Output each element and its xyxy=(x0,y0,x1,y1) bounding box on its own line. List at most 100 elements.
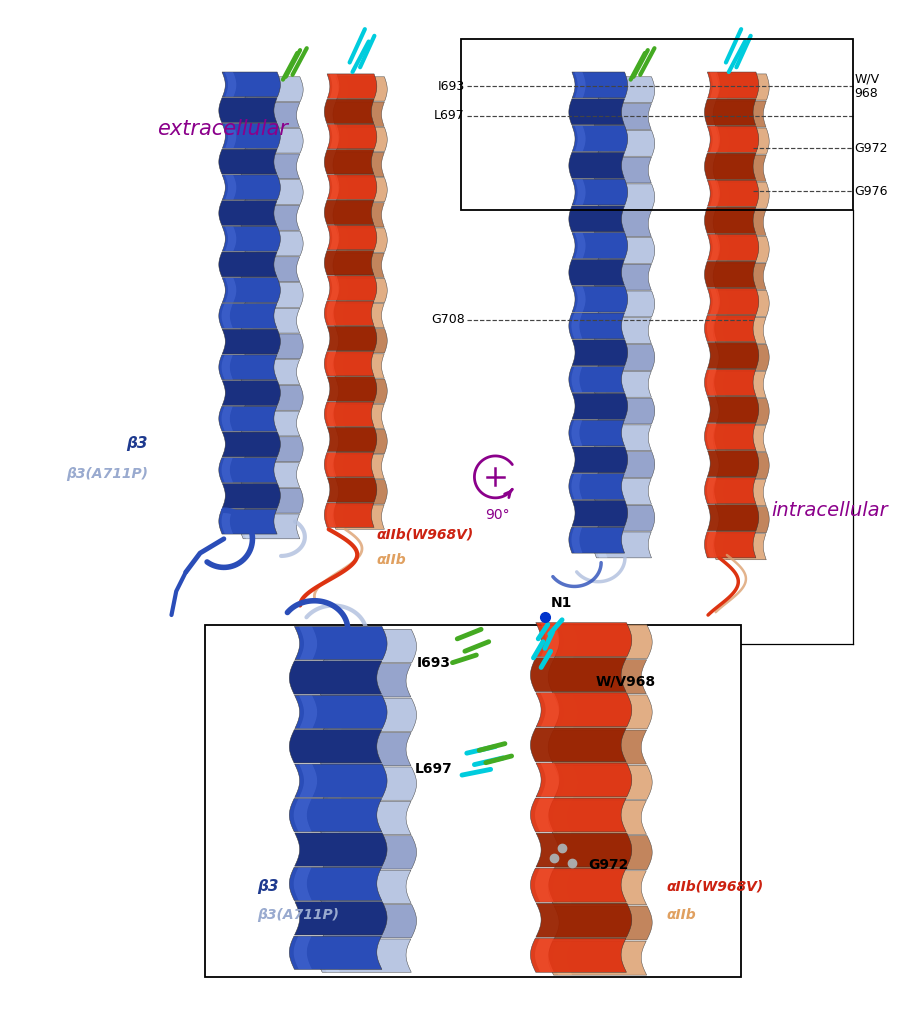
Polygon shape xyxy=(289,798,382,832)
Polygon shape xyxy=(293,936,311,969)
Text: W/V968: W/V968 xyxy=(594,675,655,689)
Polygon shape xyxy=(324,452,373,477)
Polygon shape xyxy=(568,206,624,232)
Polygon shape xyxy=(333,203,384,227)
Polygon shape xyxy=(322,767,416,800)
Polygon shape xyxy=(225,72,236,97)
Polygon shape xyxy=(535,903,631,937)
Polygon shape xyxy=(593,478,650,505)
Polygon shape xyxy=(336,430,387,454)
Polygon shape xyxy=(718,290,728,316)
Polygon shape xyxy=(713,209,765,235)
Text: L697: L697 xyxy=(414,762,452,777)
Polygon shape xyxy=(322,835,416,869)
Polygon shape xyxy=(327,327,376,350)
Polygon shape xyxy=(324,149,373,174)
Polygon shape xyxy=(329,175,339,199)
Polygon shape xyxy=(540,763,558,797)
Polygon shape xyxy=(571,313,582,339)
Polygon shape xyxy=(706,478,716,504)
Polygon shape xyxy=(327,767,345,800)
Polygon shape xyxy=(294,901,387,935)
Polygon shape xyxy=(713,425,765,451)
Polygon shape xyxy=(336,77,387,101)
Polygon shape xyxy=(289,936,382,969)
Polygon shape xyxy=(336,480,387,504)
Polygon shape xyxy=(715,399,769,424)
Polygon shape xyxy=(568,420,624,446)
Polygon shape xyxy=(596,505,654,531)
Polygon shape xyxy=(536,763,631,797)
Polygon shape xyxy=(324,99,373,124)
Polygon shape xyxy=(322,698,416,731)
Polygon shape xyxy=(240,308,299,333)
Polygon shape xyxy=(243,437,303,461)
Polygon shape xyxy=(336,329,387,353)
Polygon shape xyxy=(593,211,650,237)
Polygon shape xyxy=(322,904,416,938)
Text: intracellular: intracellular xyxy=(771,501,888,520)
Polygon shape xyxy=(243,385,303,410)
Polygon shape xyxy=(557,695,577,729)
Polygon shape xyxy=(222,227,280,251)
Polygon shape xyxy=(333,152,384,177)
Polygon shape xyxy=(338,127,348,151)
Polygon shape xyxy=(714,480,725,506)
Polygon shape xyxy=(593,531,651,558)
Polygon shape xyxy=(704,531,755,558)
Polygon shape xyxy=(327,698,345,731)
Polygon shape xyxy=(221,406,233,432)
Polygon shape xyxy=(593,104,650,130)
Polygon shape xyxy=(243,77,303,102)
Polygon shape xyxy=(548,870,646,904)
Polygon shape xyxy=(221,457,233,483)
Polygon shape xyxy=(218,201,277,226)
Polygon shape xyxy=(713,264,765,289)
Polygon shape xyxy=(299,764,317,797)
Polygon shape xyxy=(218,355,277,380)
Polygon shape xyxy=(571,72,627,98)
Polygon shape xyxy=(245,128,258,153)
Polygon shape xyxy=(321,801,339,834)
Polygon shape xyxy=(335,304,345,328)
Polygon shape xyxy=(715,344,769,371)
Polygon shape xyxy=(321,870,339,903)
Text: β3: β3 xyxy=(126,436,148,451)
Polygon shape xyxy=(574,126,584,151)
Polygon shape xyxy=(568,152,624,178)
Polygon shape xyxy=(595,372,607,398)
Polygon shape xyxy=(706,288,758,314)
Polygon shape xyxy=(568,99,624,125)
Polygon shape xyxy=(333,505,384,529)
Polygon shape xyxy=(718,128,728,154)
Polygon shape xyxy=(317,939,410,972)
Polygon shape xyxy=(243,231,303,255)
Polygon shape xyxy=(327,351,336,376)
Polygon shape xyxy=(293,867,311,900)
Text: 968: 968 xyxy=(853,88,878,101)
Polygon shape xyxy=(321,939,340,972)
Polygon shape xyxy=(294,833,387,866)
Polygon shape xyxy=(706,234,758,261)
Polygon shape xyxy=(706,423,716,450)
Polygon shape xyxy=(704,153,755,179)
Polygon shape xyxy=(534,868,553,902)
Polygon shape xyxy=(548,941,646,975)
Polygon shape xyxy=(289,661,382,694)
Polygon shape xyxy=(534,798,553,832)
Polygon shape xyxy=(571,447,627,473)
Polygon shape xyxy=(222,278,280,303)
Text: G972: G972 xyxy=(588,858,629,871)
Polygon shape xyxy=(243,488,303,513)
Polygon shape xyxy=(571,126,627,151)
Polygon shape xyxy=(718,236,728,263)
Polygon shape xyxy=(222,330,280,354)
Polygon shape xyxy=(324,200,373,225)
Polygon shape xyxy=(572,233,627,259)
Polygon shape xyxy=(535,693,631,727)
Polygon shape xyxy=(593,265,650,290)
Polygon shape xyxy=(222,72,280,97)
Polygon shape xyxy=(299,695,317,728)
Polygon shape xyxy=(294,626,387,660)
Polygon shape xyxy=(706,370,716,396)
